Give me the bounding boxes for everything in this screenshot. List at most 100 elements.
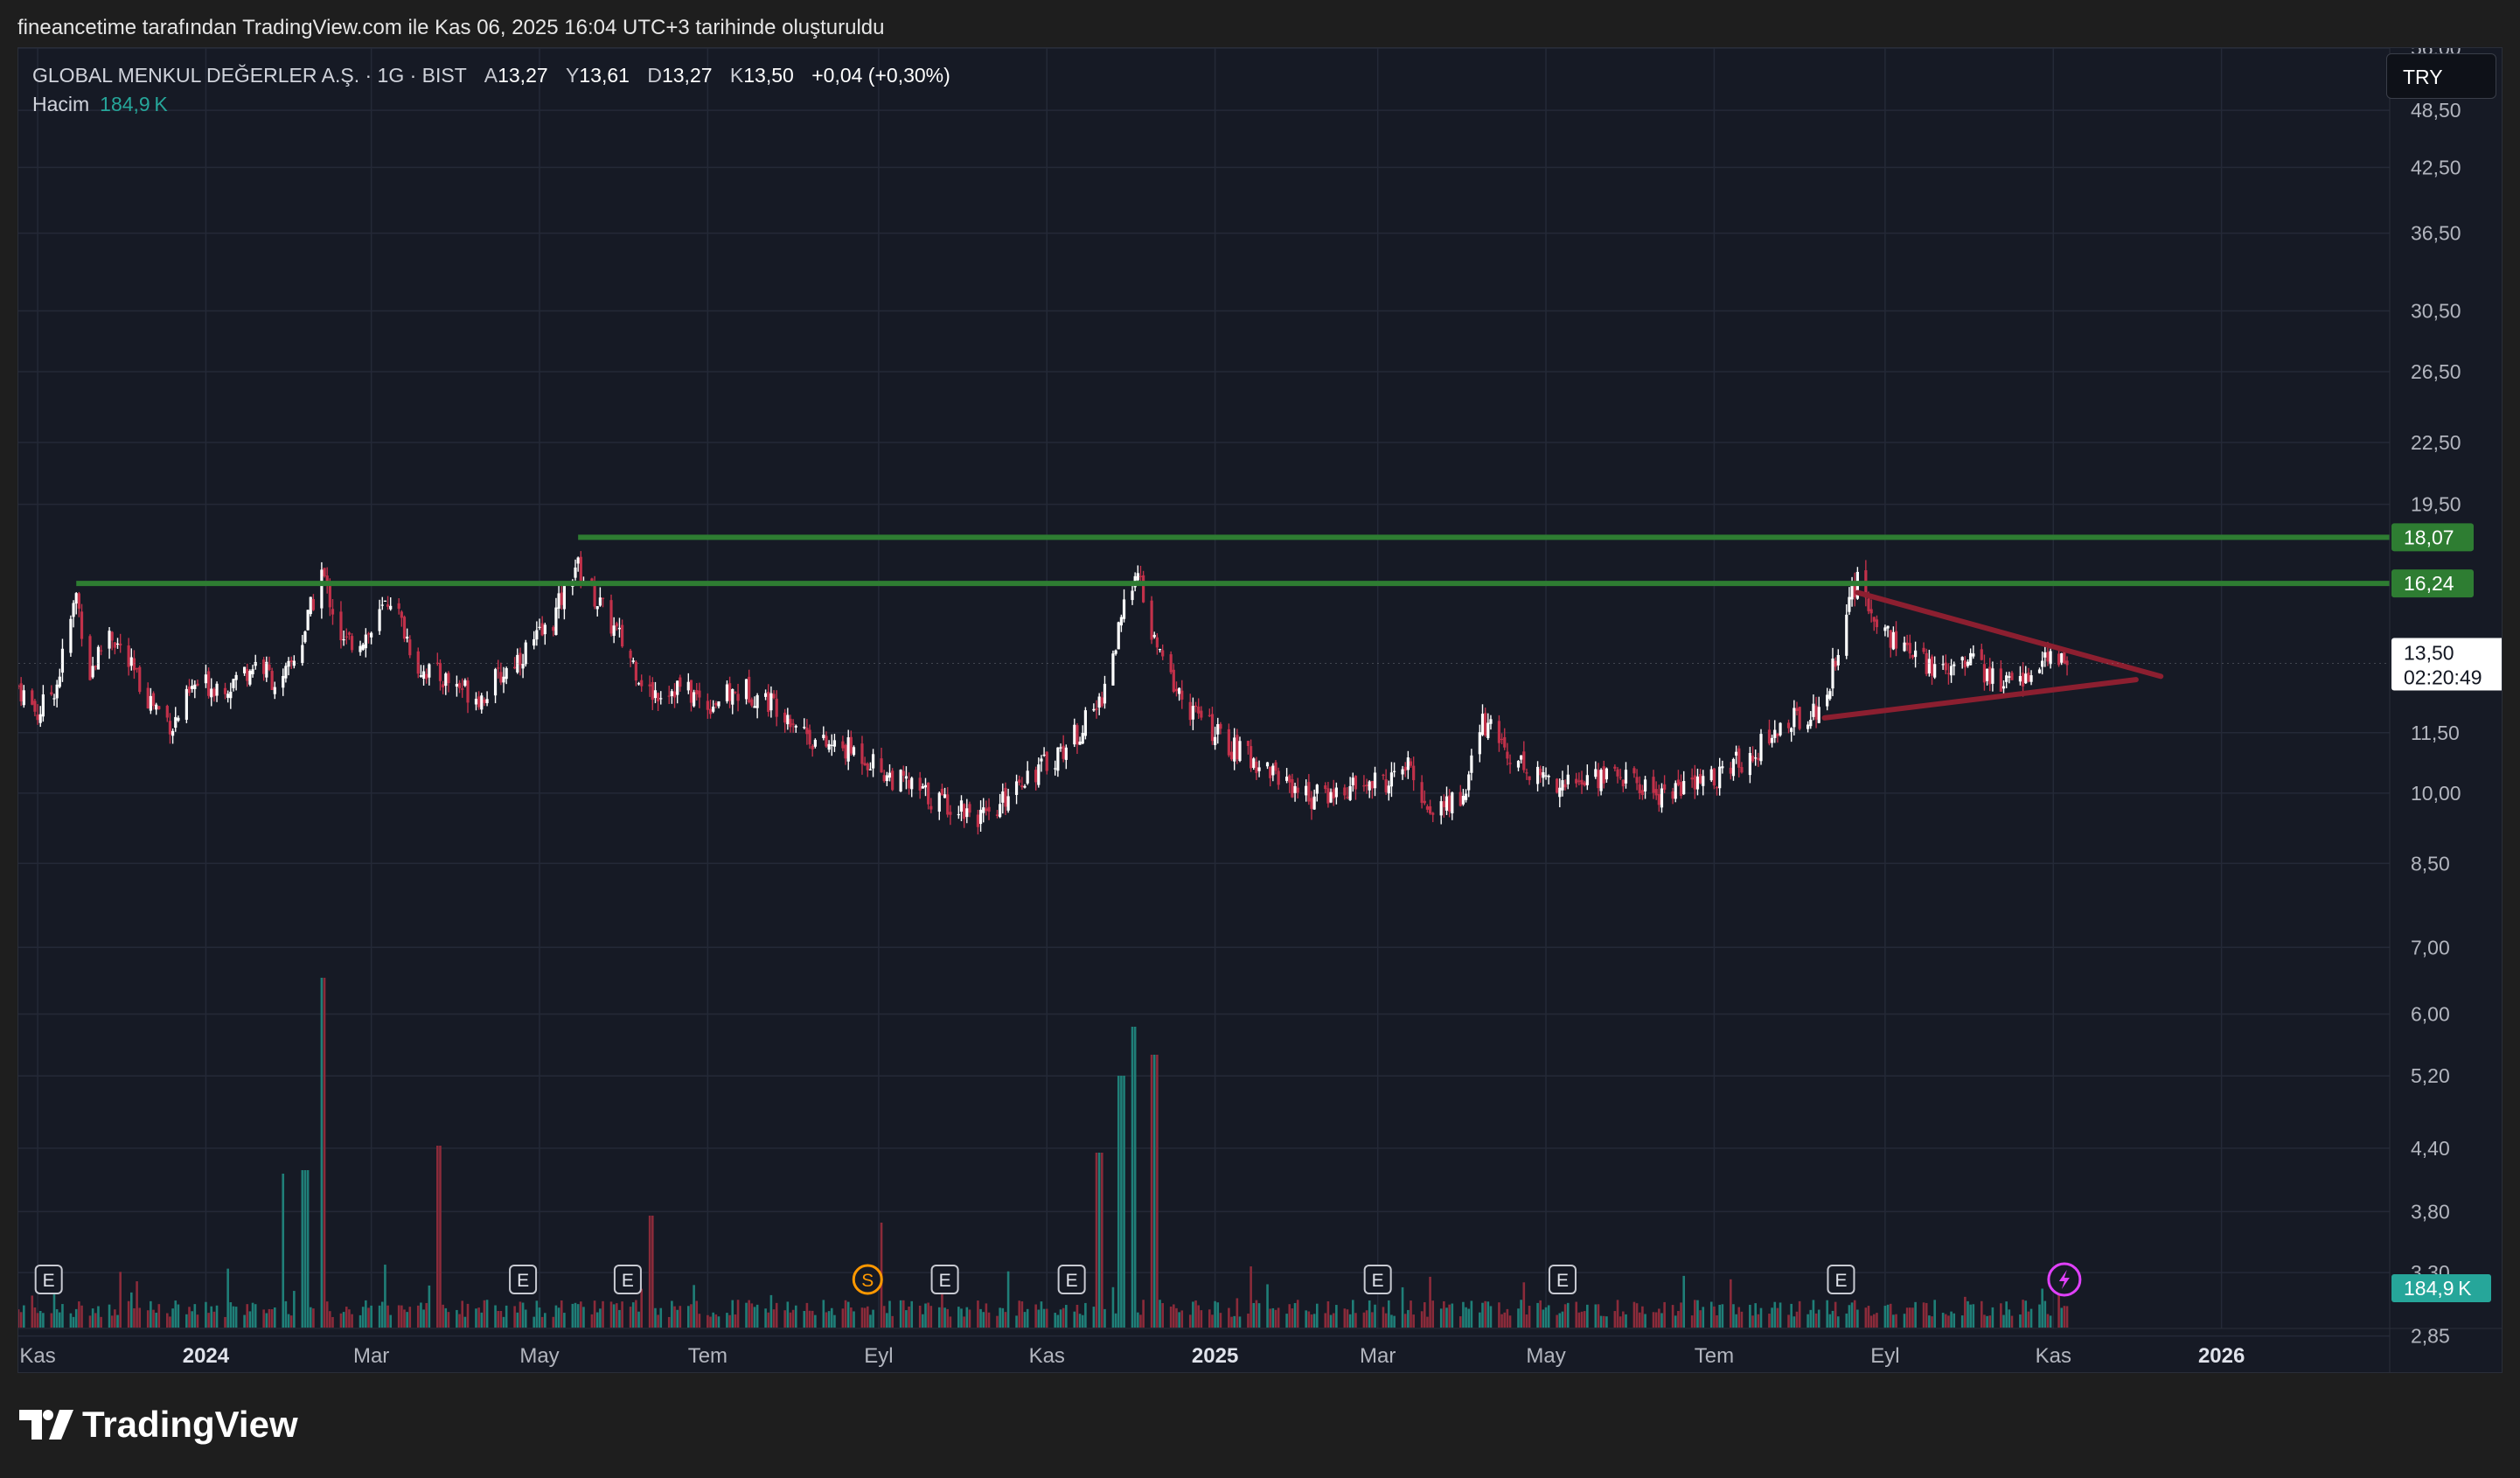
candle-body xyxy=(860,743,864,764)
candle-body xyxy=(1602,766,1605,784)
candle-body xyxy=(1458,791,1462,806)
volume-bar xyxy=(1680,1302,1682,1328)
volume-bar xyxy=(1076,1304,1079,1328)
candle-body xyxy=(923,784,928,788)
legend-high-label: Y xyxy=(566,64,580,87)
currency-button[interactable]: TRY xyxy=(2386,53,2496,99)
volume-bar xyxy=(33,1307,37,1328)
candle-body xyxy=(634,661,637,681)
volume-bar xyxy=(246,1304,249,1328)
volume-bar xyxy=(1479,1312,1481,1328)
tradingview-logo[interactable]: TradingView xyxy=(19,1403,298,1447)
y-tick-label: 7,00 xyxy=(2411,936,2450,959)
candle-body xyxy=(1891,631,1895,650)
volume-bar xyxy=(676,1309,679,1328)
volume-bar xyxy=(386,1305,389,1328)
price-chart[interactable]: 56,0048,5042,5036,5030,5026,5022,5019,50… xyxy=(18,48,2503,1373)
volume-bar xyxy=(1137,1312,1139,1328)
candle-body xyxy=(1903,642,1906,652)
volume-bar xyxy=(1848,1305,1851,1328)
candle-body xyxy=(1542,772,1545,778)
volume-bar xyxy=(1508,1315,1512,1328)
volume-bar xyxy=(1895,1314,1897,1328)
candle-body xyxy=(1946,673,1951,674)
volume-bar xyxy=(863,1307,867,1328)
volume-bar xyxy=(1489,1306,1493,1328)
candle-body xyxy=(1136,573,1139,581)
candle-body xyxy=(1786,722,1791,729)
volume-bar xyxy=(169,1316,171,1328)
volume-bar xyxy=(110,1315,114,1328)
candle-body xyxy=(1999,668,2002,692)
candle-body xyxy=(1757,757,1760,761)
candle-body xyxy=(841,741,845,749)
candle-body xyxy=(1721,766,1724,769)
earnings-marker-label: E xyxy=(1834,1271,1847,1291)
volume-bar xyxy=(963,1316,965,1328)
candle-body xyxy=(1004,787,1007,807)
volume-bar xyxy=(1928,1315,1931,1328)
volume-bar xyxy=(671,1300,673,1328)
candle-body xyxy=(184,688,188,720)
candle-body xyxy=(96,646,101,670)
candle-body xyxy=(1392,770,1396,772)
volume-bar xyxy=(1023,1312,1027,1328)
legend-high: 13,61 xyxy=(579,64,630,87)
candle-body xyxy=(1428,805,1432,814)
volume-bar xyxy=(908,1306,910,1328)
candle-body xyxy=(595,606,599,610)
volume-bar xyxy=(1869,1315,1873,1328)
candle-body xyxy=(1155,637,1159,648)
candle-body xyxy=(535,630,539,640)
candle-body xyxy=(963,804,966,819)
candle-body xyxy=(1161,650,1165,657)
volume-bar xyxy=(1735,1314,1737,1328)
volume-bar xyxy=(1696,1300,1699,1328)
volume-bar xyxy=(1826,1300,1828,1328)
candle-body xyxy=(1751,756,1755,762)
volume-bar xyxy=(654,1307,657,1328)
volume-bar xyxy=(289,1315,293,1328)
chart-panel[interactable]: 56,0048,5042,5036,5030,5026,5022,5019,50… xyxy=(17,47,2503,1373)
volume-bar xyxy=(74,1308,78,1328)
candle-body xyxy=(1812,703,1815,717)
candle-body xyxy=(1332,789,1335,798)
candle-body xyxy=(1597,770,1600,789)
y-tick-label: 8,50 xyxy=(2411,852,2450,875)
candle-body xyxy=(693,692,696,707)
candle-body xyxy=(425,673,428,680)
candle-body xyxy=(1605,768,1609,780)
volume-bar xyxy=(560,1300,563,1328)
candle-body xyxy=(1018,779,1021,783)
volume-bar xyxy=(1335,1305,1338,1328)
volume-bar xyxy=(1498,1302,1500,1328)
volume-bar xyxy=(1721,1304,1724,1328)
volume-bar xyxy=(1001,1307,1005,1328)
candle-body xyxy=(1081,732,1084,744)
volume-bar xyxy=(764,1308,767,1328)
volume-bar xyxy=(442,1304,444,1328)
candle-body xyxy=(1478,732,1481,755)
volume-bar xyxy=(1045,1308,1048,1328)
candle-body xyxy=(1798,707,1801,729)
volume-bar xyxy=(1577,1312,1581,1328)
volume-bar xyxy=(1682,1275,1686,1328)
earnings-marker xyxy=(1057,1265,1086,1294)
candle-body xyxy=(1114,650,1117,654)
candle-body xyxy=(2018,675,2022,682)
candle-body xyxy=(1250,746,1253,769)
earnings-marker-label: E xyxy=(1556,1271,1569,1291)
axis-layer: 56,0048,5042,5036,5030,5026,5022,5019,50… xyxy=(18,48,2502,1372)
candle-body xyxy=(50,692,53,695)
candle-body xyxy=(1695,776,1700,790)
candle-body xyxy=(1982,664,1987,683)
candle-body xyxy=(714,702,718,706)
candle-body xyxy=(937,792,941,812)
volume-bar xyxy=(794,1305,797,1328)
volume-bar xyxy=(2000,1303,2002,1328)
candle-body xyxy=(1351,777,1354,785)
candle-body xyxy=(943,794,947,798)
volume-bar xyxy=(2024,1300,2028,1328)
volume-bar xyxy=(1903,1314,1906,1328)
candle-body xyxy=(1729,767,1732,774)
